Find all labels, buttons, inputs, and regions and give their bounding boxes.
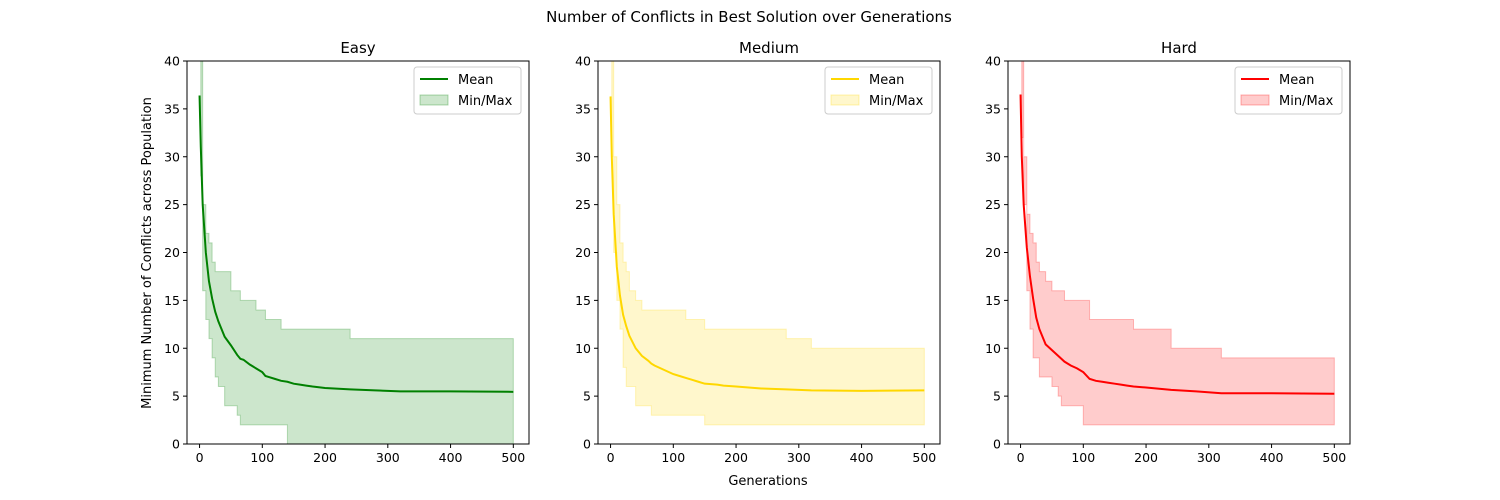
y-tick-label: 40 xyxy=(164,54,180,69)
legend-mean-label: Mean xyxy=(1279,73,1314,88)
y-tick-label: 35 xyxy=(985,101,1001,116)
y-tick-label: 0 xyxy=(993,437,1001,452)
x-tick-label: 200 xyxy=(313,450,337,465)
x-tick-label: 200 xyxy=(724,450,748,465)
y-tick-label: 5 xyxy=(583,389,591,404)
legend-minmax-swatch xyxy=(1240,94,1270,106)
x-tick-label: 0 xyxy=(196,450,204,465)
x-tick-label: 100 xyxy=(250,450,274,465)
figure-xlabel: Generations xyxy=(728,474,808,489)
legend-minmax-swatch xyxy=(830,94,860,106)
legend-mean-label: Mean xyxy=(869,73,904,88)
y-tick-label: 10 xyxy=(575,341,591,356)
legend-minmax-label: Min/Max xyxy=(869,94,924,109)
y-tick-label: 40 xyxy=(575,54,591,69)
y-tick-label: 15 xyxy=(164,293,180,308)
figure-suptitle: Number of Conflicts in Best Solution ove… xyxy=(546,8,952,26)
x-tick-label: 400 xyxy=(1260,450,1284,465)
legend-minmax-label: Min/Max xyxy=(458,94,513,109)
mean-series-line xyxy=(198,95,514,393)
y-tick-label: 5 xyxy=(172,389,180,404)
y-tick-label: 35 xyxy=(164,101,180,116)
x-tick-label: 100 xyxy=(661,450,685,465)
y-tick-label: 25 xyxy=(575,197,591,212)
legend: Mean Min/Max xyxy=(824,66,933,115)
minmax-band xyxy=(199,61,514,444)
y-tick-label: 10 xyxy=(985,341,1001,356)
legend-mean-label: Mean xyxy=(458,73,493,88)
y-tick-label: 25 xyxy=(164,197,180,212)
y-tick-label: 30 xyxy=(164,149,180,164)
minmax-band xyxy=(1020,61,1335,426)
x-tick-label: 0 xyxy=(607,450,615,465)
legend-minmax-swatch xyxy=(419,94,449,106)
legend: Mean Min/Max xyxy=(1234,66,1343,115)
y-tick-label: 5 xyxy=(993,389,1001,404)
chart-panel-easy: Easy 0 100 200 300 400 500 0 5 10 15 20 25 30 35 40 Mean… xyxy=(164,39,530,465)
chart-panel-medium: Medium 0 100 200 300 400 500 0 5 10 15 20 25 30 35 40 Me… xyxy=(575,39,941,465)
y-tick-label: 0 xyxy=(172,437,180,452)
x-tick-label: 300 xyxy=(787,450,811,465)
x-tick-label: 500 xyxy=(912,450,936,465)
panel-title: Hard xyxy=(1161,39,1197,57)
y-tick-label: 0 xyxy=(583,437,591,452)
x-tick-label: 500 xyxy=(1322,450,1346,465)
y-tick-label: 20 xyxy=(985,245,1001,260)
x-tick-label: 400 xyxy=(439,450,463,465)
mean-series-line xyxy=(1019,94,1335,395)
x-tick-label: 500 xyxy=(501,450,525,465)
y-tick-label: 25 xyxy=(985,197,1001,212)
minmax-band xyxy=(610,61,925,426)
y-tick-label: 30 xyxy=(575,149,591,164)
x-tick-label: 100 xyxy=(1071,450,1095,465)
figure-ylabel: Minimum Number of Conflicts across Popul… xyxy=(140,97,155,409)
x-tick-label: 0 xyxy=(1017,450,1025,465)
y-tick-label: 35 xyxy=(575,101,591,116)
y-tick-label: 15 xyxy=(985,293,1001,308)
legend-minmax-label: Min/Max xyxy=(1279,94,1334,109)
y-tick-label: 10 xyxy=(164,341,180,356)
x-tick-label: 300 xyxy=(1197,450,1221,465)
y-tick-label: 40 xyxy=(985,54,1001,69)
x-tick-label: 300 xyxy=(376,450,400,465)
y-tick-label: 20 xyxy=(164,245,180,260)
legend: Mean Min/Max xyxy=(413,66,522,115)
y-tick-label: 15 xyxy=(575,293,591,308)
x-tick-label: 200 xyxy=(1134,450,1158,465)
chart-panel-hard: Hard 0 100 200 300 400 500 0 5 10 15 20 25 30 35 40 Mean… xyxy=(985,39,1351,465)
y-tick-label: 20 xyxy=(575,245,591,260)
panel-title: Medium xyxy=(739,39,799,57)
y-tick-label: 30 xyxy=(985,149,1001,164)
mean-series-line xyxy=(609,96,925,392)
panel-title: Easy xyxy=(340,39,375,57)
x-tick-label: 400 xyxy=(850,450,874,465)
